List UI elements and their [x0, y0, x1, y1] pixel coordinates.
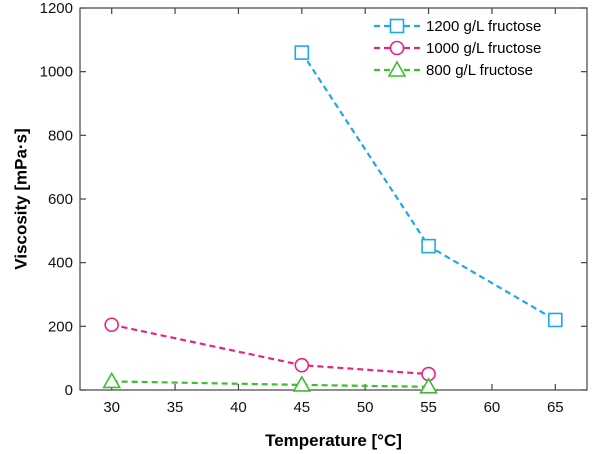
x-tick-label: 45 [293, 399, 310, 416]
legend-item: 1200 g/L fructose [374, 18, 541, 35]
series-3 [102, 371, 438, 394]
y-tick-label: 600 [48, 191, 73, 208]
data-point [294, 45, 310, 60]
y-tick-label: 1000 [40, 64, 73, 81]
x-tick-label: 40 [230, 399, 247, 416]
legend-marker [387, 60, 407, 77]
legend: 1200 g/L fructose 1000 g/L fructose 800 g/… [374, 18, 541, 79]
data-point [102, 371, 122, 389]
data-point [292, 375, 312, 392]
x-tick-label: 30 [103, 399, 120, 416]
data-point [548, 312, 563, 328]
series-1 [294, 45, 563, 328]
x-tick-label: 50 [357, 399, 374, 416]
y-tick-label: 0 [65, 382, 73, 399]
legend-label: 800 g/L fructose [426, 62, 533, 79]
series-layer [102, 45, 563, 394]
data-point [294, 357, 310, 373]
x-tick-label: 55 [420, 399, 437, 416]
x-axis-ticks: 30 35 40 45 50 55 60 65 [103, 8, 564, 416]
data-point [419, 377, 438, 394]
legend-item: 1000 g/L fructose [374, 40, 541, 57]
series-line [111, 380, 429, 388]
x-tick-label: 60 [484, 399, 501, 416]
y-axis-ticks: 0 200 400 600 800 1000 1200 [40, 0, 587, 399]
legend-label: 1200 g/L fructose [426, 18, 541, 35]
legend-marker [389, 18, 405, 34]
x-tick-label: 35 [167, 399, 184, 416]
legend-item: 800 g/L fructose [374, 60, 533, 79]
x-tick-label: 65 [547, 399, 564, 416]
legend-label: 1000 g/L fructose [426, 40, 541, 57]
legend-marker [389, 40, 405, 56]
data-point [104, 317, 119, 333]
x-axis-title: Temperature [°C] [265, 431, 402, 450]
y-tick-label: 200 [48, 318, 73, 335]
series-line [300, 51, 556, 321]
y-axis-title: Viscosity [mPa·s] [11, 128, 30, 269]
y-tick-label: 800 [48, 127, 73, 144]
data-point [421, 238, 436, 254]
series-line [111, 323, 429, 376]
y-tick-label: 1200 [40, 0, 73, 17]
series-2 [104, 317, 436, 382]
y-tick-label: 400 [48, 255, 73, 272]
